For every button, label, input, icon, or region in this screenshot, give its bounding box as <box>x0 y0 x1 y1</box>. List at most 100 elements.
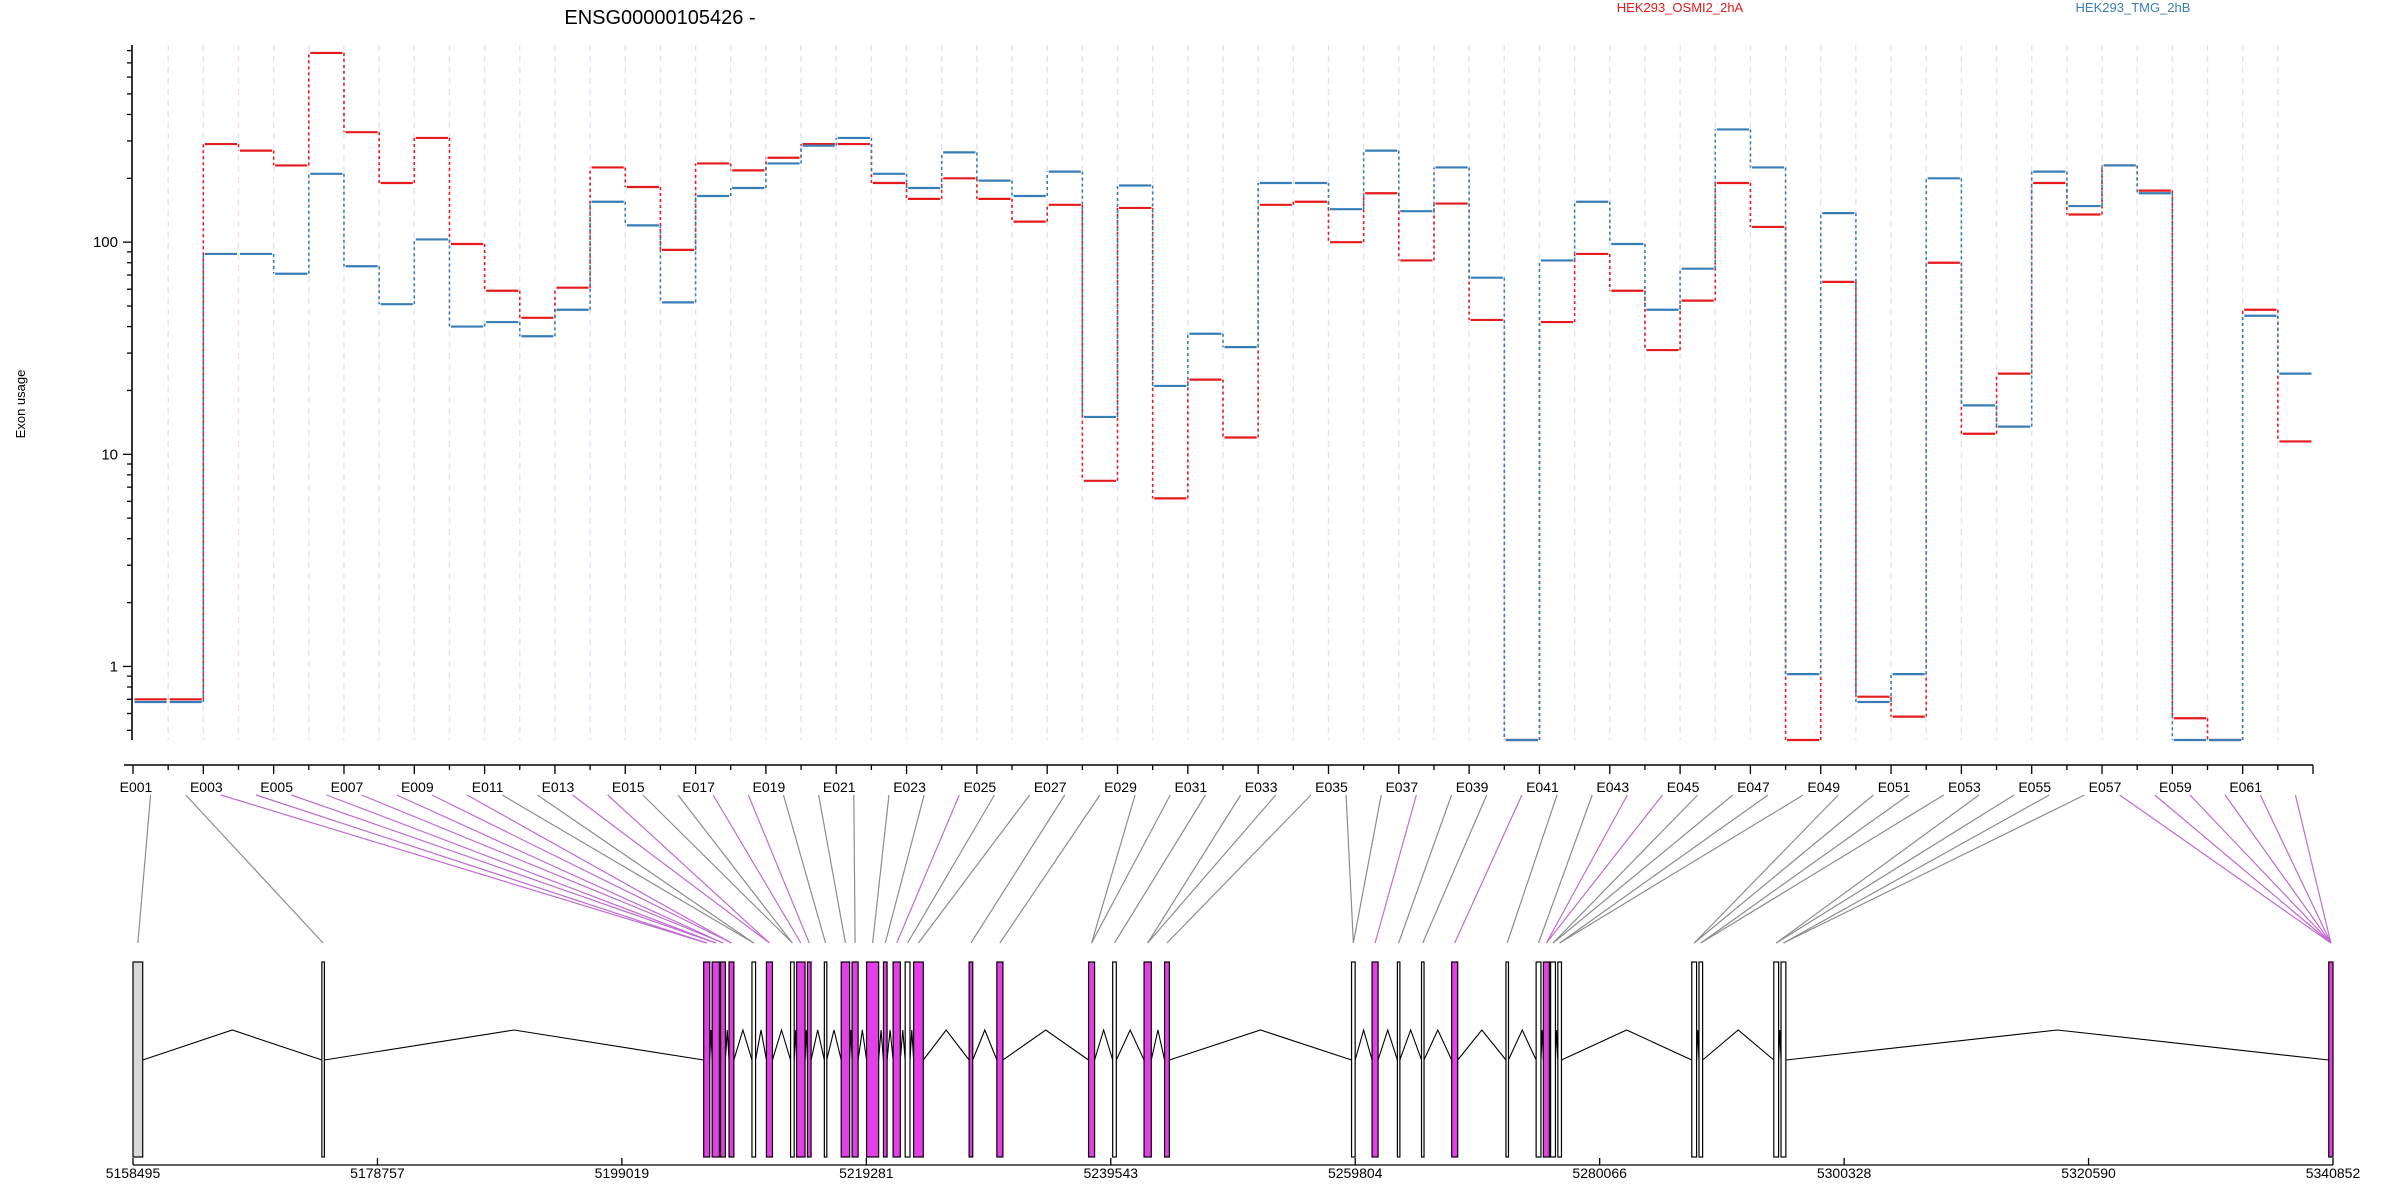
exon-connector-line <box>137 794 152 944</box>
exon-box <box>765 961 774 1158</box>
exon-connector-line <box>1545 794 1628 944</box>
axes: 1 10 100 E001 E003 E005 E007 E009 E011 E013 E015 E0… <box>93 45 2314 795</box>
legend-label-series-1: HEK293_OSMI2_2hA <box>1617 0 1744 15</box>
exon-tick-label: E059 <box>2159 779 2192 795</box>
genomic-tick-label: 5300328 <box>1817 1165 1872 1181</box>
genomic-tick-label: 5239543 <box>1084 1165 1139 1181</box>
exon-connector-line <box>747 794 810 944</box>
exon-connector-line <box>1775 794 1980 944</box>
exon-tick-label: E053 <box>1948 779 1981 795</box>
exon-connector-line <box>2189 794 2332 944</box>
exon-tick-label: E051 <box>1878 779 1911 795</box>
exon-tick-label: E009 <box>401 779 434 795</box>
y-tick-label: 1 <box>110 658 118 675</box>
exon-connector-line <box>1700 794 1909 944</box>
exon-box <box>865 961 880 1158</box>
exon-box <box>996 961 1004 1158</box>
exon-box <box>795 961 806 1158</box>
intron-line <box>1399 1028 1423 1061</box>
exon-connector-line <box>220 794 707 944</box>
exon-connector-line <box>642 794 793 944</box>
exon-connector-line <box>572 794 770 944</box>
intron-line <box>1150 1029 1166 1061</box>
exon-tick-label: E035 <box>1315 779 1348 795</box>
exon-box <box>1371 961 1379 1158</box>
exon-connector-line <box>1090 794 1136 944</box>
exon-box <box>1550 961 1557 1158</box>
exon-connector-line <box>896 794 960 944</box>
exon-tick-label: E049 <box>1807 779 1840 795</box>
exon-connector-line <box>1693 794 1839 944</box>
exon-connector-line <box>1559 794 1804 944</box>
y-tick-label: 10 <box>101 446 118 463</box>
exon-box <box>321 961 325 1158</box>
exon-connector-line <box>291 794 716 944</box>
exon-tick-label: E021 <box>823 779 856 795</box>
intron-line <box>972 1028 998 1061</box>
exon-tick-label: E017 <box>682 779 715 795</box>
exon-connector-line <box>1552 794 1734 944</box>
exon-tick-label: E029 <box>1104 779 1137 795</box>
exon-tick-label: E043 <box>1596 779 1629 795</box>
exon-box <box>789 961 795 1158</box>
exon-tick-label: E039 <box>1456 779 1489 795</box>
exon-box <box>1087 961 1096 1158</box>
genomic-tick-label: 5158495 <box>106 1165 161 1181</box>
intron-line <box>1507 1028 1537 1061</box>
exon-tick-label: E055 <box>2018 779 2051 795</box>
intron-line <box>899 1029 906 1061</box>
exon-connector-line <box>1374 794 1417 944</box>
intron-line <box>1377 1028 1398 1061</box>
exon-connector-line <box>1783 794 2050 944</box>
intron-line <box>857 1029 868 1061</box>
exon-connector-line <box>2294 794 2332 944</box>
exon-connector-line <box>1559 794 1769 944</box>
exon-tick-label: E025 <box>964 779 997 795</box>
intron-line <box>1423 1028 1453 1061</box>
exon-connector-line <box>853 794 856 944</box>
exon-box <box>1780 961 1787 1158</box>
exon-connector-line <box>1693 794 1874 944</box>
exon-box <box>719 961 727 1158</box>
exon-connector-line <box>361 794 724 944</box>
exon-tick-label: E041 <box>1526 779 1559 795</box>
intron-line <box>878 1029 885 1061</box>
data-series <box>134 51 2312 742</box>
exon-box <box>892 961 901 1158</box>
exon-connector-line <box>185 794 324 944</box>
exon-connector-line <box>872 794 890 944</box>
exon-connector-line <box>326 794 716 944</box>
exon-connector-line <box>1700 794 1945 944</box>
exon-box <box>1698 961 1704 1158</box>
intron-line <box>1457 1029 1507 1061</box>
exon-connector-line <box>1166 794 1312 944</box>
exon-box <box>1451 961 1459 1158</box>
intron-line <box>1702 1029 1775 1061</box>
intron-line <box>826 1029 842 1061</box>
exon-box <box>840 961 851 1158</box>
exon-box <box>1163 961 1170 1158</box>
exon-connector-line <box>1422 794 1488 944</box>
exon-connector-line <box>2154 794 2332 944</box>
legend-label-series-2: HEK293_TMG_2hB <box>2076 0 2191 15</box>
exon-tick-label: E033 <box>1245 779 1278 795</box>
exon-box <box>1143 961 1152 1158</box>
exon-tick-label: E007 <box>331 779 364 795</box>
exon-connector-line <box>677 794 793 944</box>
exon-connectors <box>137 794 2332 944</box>
exon-connector-line <box>396 794 724 944</box>
y-axis-label: Exon usage <box>13 370 28 439</box>
exon-connector-line <box>1537 794 1593 944</box>
exon-connector-line <box>1091 794 1171 944</box>
grid <box>167 45 2279 740</box>
exon-connector-line <box>1147 794 1277 944</box>
exon-connector-line <box>1147 794 1242 944</box>
intron-line <box>142 1029 323 1061</box>
exon-box <box>1396 961 1401 1158</box>
intron-line <box>771 1028 792 1061</box>
exon-box <box>1542 961 1551 1158</box>
exon-tick-label: E027 <box>1034 779 1067 795</box>
intron-line <box>755 1029 767 1061</box>
genomic-tick-label: 5219281 <box>839 1165 894 1181</box>
exon-connector-line <box>501 794 755 944</box>
